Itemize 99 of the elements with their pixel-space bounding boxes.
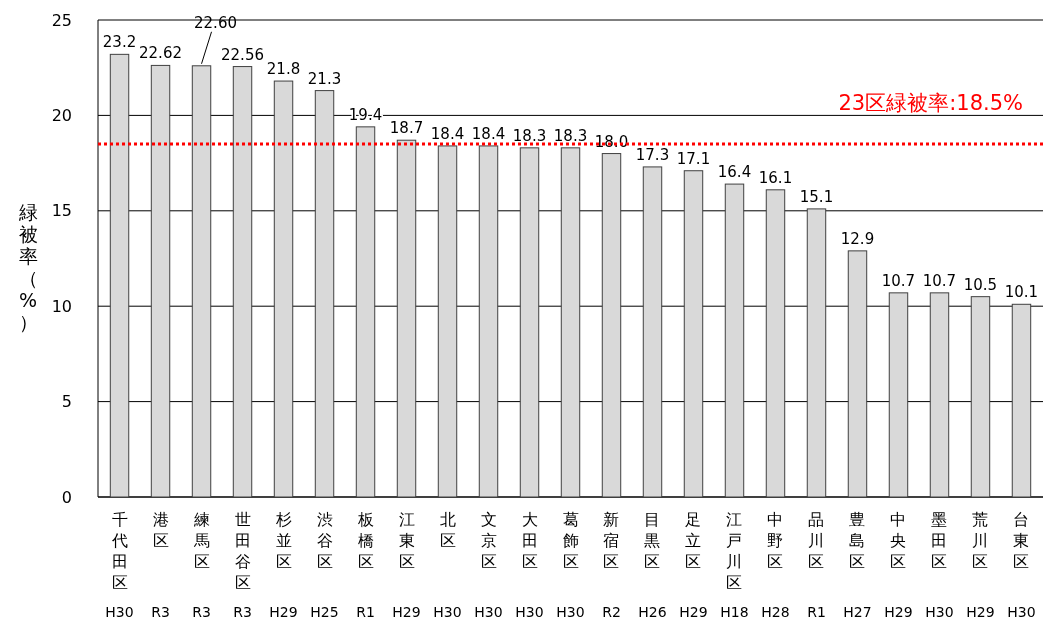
bar xyxy=(765,189,786,498)
bar xyxy=(109,53,130,498)
text: H25 xyxy=(310,604,339,620)
text: R1 xyxy=(807,604,826,620)
text: H30 xyxy=(925,604,954,620)
bar xyxy=(478,145,499,498)
bar xyxy=(150,64,171,498)
y-tick-label: 15 xyxy=(51,201,72,221)
x-tick-label: 豊島区 xyxy=(849,510,866,571)
text: H29 xyxy=(392,604,421,620)
x-tick-label: 渋谷区 xyxy=(316,510,333,571)
text: H30 xyxy=(433,604,462,620)
text: H30 xyxy=(515,604,544,620)
data-label: 18.3 xyxy=(512,126,547,145)
text: H30 xyxy=(556,604,585,620)
bar xyxy=(806,208,827,498)
bar xyxy=(683,170,704,498)
text: R1 xyxy=(356,604,375,620)
data-label: 22.60 xyxy=(194,13,237,32)
data-label: 10.7 xyxy=(922,271,957,290)
x-tick-label: 練馬区 xyxy=(192,510,210,571)
text: H30 xyxy=(1007,604,1036,620)
text: R3 xyxy=(192,604,211,620)
x-tick-label: 港区 xyxy=(152,510,169,550)
data-label: 10.5 xyxy=(963,275,998,294)
data-label: 17.3 xyxy=(635,145,670,164)
data-label: 22.62 xyxy=(139,44,182,63)
x-tick-label: 品川区 xyxy=(808,510,825,571)
x-tick-label: 千代田区 xyxy=(110,510,128,592)
x-tick-label: 北区 xyxy=(439,510,456,550)
x-tick-label: 江東区 xyxy=(398,510,415,571)
data-label: 17.1 xyxy=(676,149,711,168)
x-tick-label: 荒川区 xyxy=(972,510,989,571)
text: R3 xyxy=(233,604,252,620)
x-tick-label: 杉並区 xyxy=(274,510,292,571)
data-label: 18.7 xyxy=(389,119,424,138)
data-label: 21.3 xyxy=(307,69,342,88)
bar xyxy=(1011,303,1032,498)
data-label: 10.1 xyxy=(1004,283,1039,302)
data-label: 16.4 xyxy=(717,163,752,182)
y-tick-label: 10 xyxy=(51,296,72,316)
bar xyxy=(437,145,458,498)
x-tick-label: 文京区 xyxy=(480,510,497,571)
x-tick-label: 中野区 xyxy=(767,510,784,571)
data-label: 18.4 xyxy=(471,124,506,143)
x-tick-label: 世田谷区 xyxy=(234,510,251,592)
x-tick-label: 葛飾区 xyxy=(562,510,579,571)
data-label: 12.9 xyxy=(840,229,875,248)
text: H30 xyxy=(474,604,503,620)
text: H29 xyxy=(966,604,995,620)
bar xyxy=(724,183,745,498)
text: H18 xyxy=(720,604,749,620)
text: H29 xyxy=(269,604,298,620)
bar xyxy=(232,66,253,498)
data-label: 18.0 xyxy=(594,132,629,151)
data-label: 18.4 xyxy=(430,124,465,143)
bar xyxy=(519,147,540,498)
bar xyxy=(560,147,581,498)
bar xyxy=(970,296,991,498)
x-tick-label: 墨田区 xyxy=(931,510,948,571)
x-tick-label: 大田区 xyxy=(521,510,538,571)
bar xyxy=(355,126,376,498)
text: H29 xyxy=(884,604,913,620)
data-label: 10.7 xyxy=(881,271,916,290)
y-tick-label: 20 xyxy=(51,106,72,125)
text: R3 xyxy=(151,604,170,620)
bar xyxy=(273,80,294,498)
ref-line-label: 23区緑被率:18.5% xyxy=(838,91,1023,116)
x-tick-label: 目黒区 xyxy=(644,510,661,571)
data-label: 16.1 xyxy=(758,168,793,187)
data-label: 23.2 xyxy=(102,33,137,52)
bar xyxy=(847,250,868,498)
x-tick-label: 新宿区 xyxy=(603,510,620,571)
data-label: 18.3 xyxy=(553,126,588,145)
bar xyxy=(396,139,417,498)
bar xyxy=(888,292,909,498)
text: H27 xyxy=(843,604,872,620)
y-tick-label: 25 xyxy=(51,10,72,30)
bar xyxy=(601,153,622,498)
text: H26 xyxy=(638,604,667,620)
text: H29 xyxy=(679,604,708,620)
data-label: 15.1 xyxy=(799,187,834,206)
bar xyxy=(191,65,212,498)
text: R2 xyxy=(602,604,621,620)
y-axis-title: 緑被率（%） xyxy=(17,200,38,333)
data-label: 21.8 xyxy=(266,60,301,79)
x-tick-label: 中央区 xyxy=(890,510,907,571)
text: H30 xyxy=(105,604,134,620)
x-tick-label: 江戸川区 xyxy=(726,510,743,592)
bar xyxy=(929,292,950,498)
x-tick-label: 板橋区 xyxy=(356,510,374,571)
y-tick-label: 0 xyxy=(61,487,72,507)
x-tick-label: 台東区 xyxy=(1013,510,1030,571)
bar xyxy=(642,166,663,498)
data-label: 22.56 xyxy=(221,45,264,64)
bar xyxy=(314,90,335,498)
x-tick-label: 足立区 xyxy=(685,510,702,571)
y-tick-label: 5 xyxy=(61,392,72,412)
text: H28 xyxy=(761,604,790,620)
